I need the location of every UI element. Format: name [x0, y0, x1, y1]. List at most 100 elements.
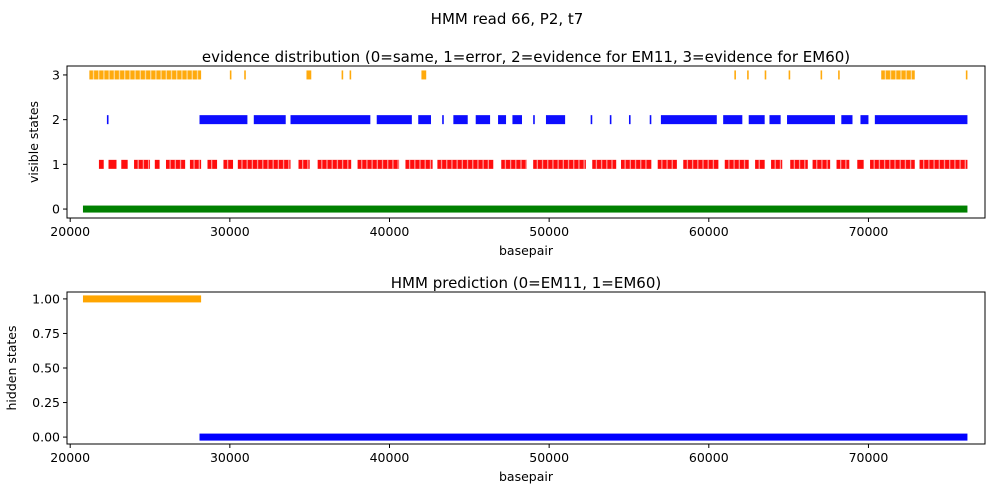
evidence-gap	[520, 159, 522, 169]
prediction-segment-state-1	[82, 295, 202, 303]
evidence-gap	[595, 159, 598, 169]
evidence-gap	[712, 159, 715, 169]
evidence-gap	[515, 159, 517, 169]
evidence-segment-state-1	[857, 159, 864, 169]
evidence-gap	[408, 159, 411, 169]
evidence-gap	[118, 70, 121, 80]
evidence-segment-state-1	[154, 159, 160, 169]
evidence-gap	[186, 70, 188, 80]
evidence-gap	[487, 159, 489, 169]
evidence-gap	[845, 159, 847, 169]
evidence-gap	[525, 159, 527, 169]
evidence-segment-state-3	[306, 70, 312, 80]
evidence-segment-state-0	[82, 205, 968, 213]
evidence-gap	[909, 159, 912, 169]
evidence-gap	[707, 159, 709, 169]
evidence-gap	[440, 159, 443, 169]
evidence-gap	[170, 70, 173, 80]
evidence-gap	[456, 159, 458, 169]
evidence-gap	[573, 159, 575, 169]
evidence-gap	[611, 159, 613, 169]
evidence-gap	[743, 159, 746, 169]
evidence-gap	[267, 159, 269, 169]
evidence-gap	[600, 159, 603, 169]
evidence-segment-state-2	[590, 115, 593, 125]
evidence-gap	[900, 70, 902, 80]
evidence-gap	[645, 159, 647, 169]
evidence-gap	[661, 159, 663, 169]
evidence-gap	[174, 159, 176, 169]
evidence-gap	[392, 159, 394, 169]
evidence-gap	[562, 159, 564, 169]
evidence-gap	[702, 159, 704, 169]
evidence-gap	[552, 159, 554, 169]
evidence-segment-state-3	[229, 70, 232, 80]
evidence-gap	[347, 159, 349, 169]
y-tick-label: 0.50	[32, 361, 60, 376]
axes-title: HMM prediction (0=EM11, 1=EM60)	[391, 274, 661, 292]
evidence-gap	[878, 159, 881, 169]
y-tick-label: 0.25	[32, 395, 60, 410]
evidence-gap	[624, 159, 626, 169]
evidence-gap	[193, 159, 195, 169]
x-tick-label: 50000	[529, 224, 569, 239]
evidence-gap	[165, 70, 167, 80]
evidence-segment-state-2	[533, 115, 535, 125]
evidence-segment-state-1	[317, 159, 352, 169]
evidence-gap	[376, 159, 378, 169]
evidence-gap	[98, 70, 100, 80]
evidence-gap	[226, 159, 229, 169]
evidence-gap	[606, 159, 608, 169]
evidence-gap	[910, 70, 913, 80]
x-tick-label: 40000	[370, 450, 410, 465]
prediction-marks	[82, 295, 968, 441]
evidence-gap	[134, 70, 136, 80]
evidence-segment-state-2	[199, 115, 248, 125]
evidence-gap	[446, 159, 448, 169]
evidence-segment-state-3	[788, 70, 791, 80]
axes-frame	[66, 291, 986, 445]
evidence-gap	[251, 159, 254, 169]
evidence-gap	[387, 159, 389, 169]
evidence-gap	[758, 159, 760, 169]
evidence-marks	[82, 70, 968, 213]
evidence-gap	[774, 159, 776, 169]
evidence-gap	[477, 159, 479, 169]
evidence-gap	[738, 159, 740, 169]
evidence-gap	[482, 159, 484, 169]
x-axis-ticks: 20000 30000 40000 50000 60000 70000	[50, 218, 888, 239]
x-tick-label: 20000	[50, 450, 90, 465]
evidence-segment-state-1	[357, 159, 400, 169]
evidence-gap	[472, 159, 474, 169]
evidence-segment-state-2	[376, 115, 412, 125]
evidence-segment-state-3	[881, 70, 915, 80]
evidence-gap	[144, 70, 147, 80]
evidence-gap	[943, 159, 946, 169]
evidence-gap	[256, 159, 259, 169]
evidence-gap	[169, 159, 171, 169]
evidence-gap	[904, 159, 907, 169]
evidence-segment-state-3	[244, 70, 246, 80]
evidence-segment-state-1	[237, 159, 291, 169]
evidence-gap	[137, 159, 139, 169]
x-tick-label: 30000	[210, 450, 250, 465]
evidence-gap	[307, 159, 309, 169]
evidence-gap	[419, 159, 421, 169]
evidence-gap	[466, 159, 469, 169]
evidence-gap	[889, 159, 891, 169]
evidence-segment-state-2	[290, 115, 371, 125]
evidence-gap	[113, 70, 115, 80]
evidence-gap	[686, 159, 689, 169]
evidence-gap	[142, 159, 145, 169]
evidence-gap	[246, 159, 248, 169]
x-axis-label: basepair	[499, 243, 554, 258]
evidence-gap	[451, 159, 453, 169]
evidence-gap	[361, 159, 363, 169]
evidence-segment-state-2	[660, 115, 717, 125]
y-tick-label: 0	[52, 202, 60, 217]
evidence-segment-state-2	[512, 115, 523, 125]
evidence-segment-state-2	[475, 115, 491, 125]
evidence-segment-state-2	[106, 115, 109, 125]
evidence-gap	[671, 159, 673, 169]
